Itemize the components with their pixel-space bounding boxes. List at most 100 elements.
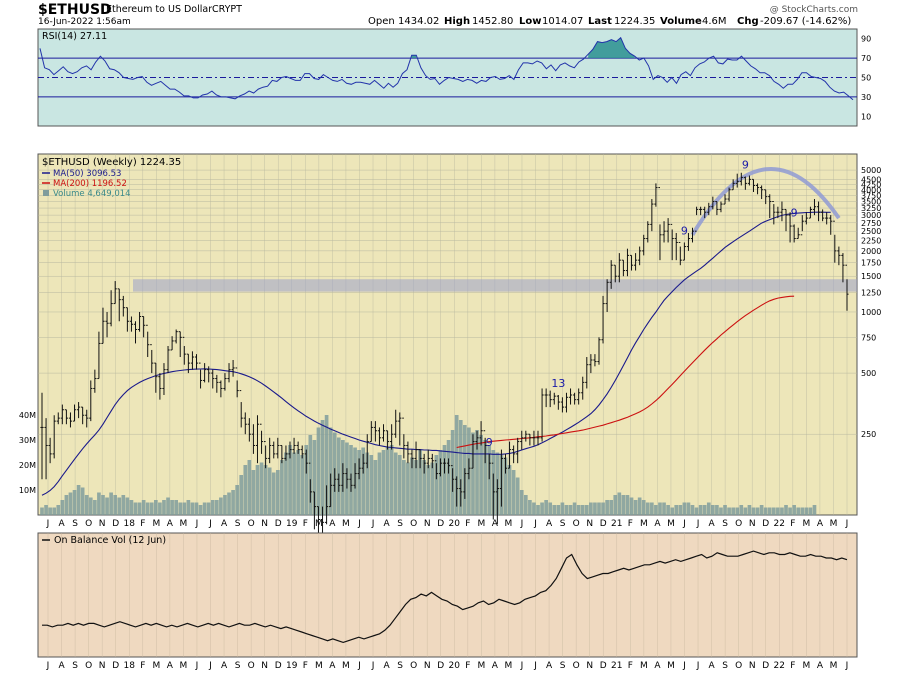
volume-bar: [275, 470, 280, 515]
volume-bar: [312, 440, 317, 515]
obv-background: [37, 532, 858, 658]
price-x-tick-label: N: [586, 519, 593, 529]
volume-bar: [637, 497, 642, 515]
volume-bar: [434, 455, 439, 515]
obv-x-tick-label: J: [208, 661, 212, 671]
volume-bar: [625, 495, 630, 515]
price-x-tick-label: 18: [124, 519, 136, 529]
price-x-tick-label: A: [329, 519, 336, 529]
volume-bar: [540, 502, 544, 515]
price-x-tick-label: F: [303, 519, 308, 529]
price-x-tick-label: S: [235, 519, 241, 529]
volume-bar: [178, 502, 183, 515]
volume-bar: [698, 505, 703, 515]
price-x-tick-label: D: [437, 519, 444, 529]
volume-bar: [430, 462, 435, 515]
volume-bar: [182, 502, 187, 515]
obv-x-tick-label: 20: [449, 661, 461, 671]
price-x-tick-label: M: [505, 519, 513, 529]
volume-bar: [259, 462, 264, 515]
volume-bar: [48, 507, 52, 515]
volume-bar: [446, 440, 451, 515]
price-x-tick-label: M: [315, 519, 323, 529]
volume-bar: [564, 505, 569, 515]
volume-label: Volume: [660, 16, 702, 27]
volume-bar: [117, 497, 122, 515]
volume-bar: [528, 500, 532, 515]
volume-bar: [438, 450, 443, 515]
volume-bar: [458, 420, 463, 515]
volume-bar: [284, 452, 288, 515]
volume-bar: [381, 450, 386, 515]
volume-bar: [808, 507, 813, 515]
price-legend-symbol: $ETHUSD (Weekly) 1224.35: [42, 157, 181, 168]
volume-bar: [796, 507, 801, 515]
volume-bar: [296, 450, 300, 515]
obv-line: [42, 550, 848, 644]
count-annotation: 13: [551, 377, 565, 390]
volume-bar: [162, 500, 166, 515]
volume-bar: [556, 505, 561, 515]
volume-bar: [511, 470, 516, 515]
volume-bar: [617, 492, 622, 515]
obv-x-tick-label: J: [533, 661, 537, 671]
obv-x-tick-label: A: [329, 661, 336, 671]
obv-x-tick-label: O: [573, 661, 580, 671]
ma50-legend: MA(50) 3096.53: [53, 169, 121, 179]
obv-x-tick-label: M: [640, 661, 648, 671]
volume-bar: [267, 467, 272, 515]
volume-tick-label: 20M: [19, 461, 36, 470]
price-x-tick-label: A: [58, 519, 65, 529]
volume-bar: [324, 415, 329, 515]
obv-x-tick-label: J: [682, 661, 686, 671]
volume-bar: [426, 465, 431, 515]
volume-bar: [40, 507, 44, 515]
obv-x-tick-label: M: [315, 661, 323, 671]
volume-bar: [593, 502, 597, 515]
price-tick-label: 4250: [861, 180, 881, 189]
obv-x-tick-label: J: [357, 661, 361, 671]
low-label: Low: [519, 16, 541, 27]
volume-bar: [475, 430, 479, 515]
price-x-tick-label: A: [383, 519, 390, 529]
volume-bar: [320, 420, 325, 515]
volume-bar: [576, 505, 581, 515]
volume-bar: [589, 502, 593, 515]
volume-bar: [621, 495, 626, 515]
chg-value: -209.67 (-14.62%): [760, 16, 851, 27]
obv-x-tick-label: N: [261, 661, 268, 671]
volume-bar: [605, 500, 609, 515]
count-annotation: 9: [681, 224, 688, 237]
obv-x-tick-label: F: [303, 661, 308, 671]
volume-bar: [536, 505, 540, 515]
volume-bar: [532, 502, 536, 515]
price-x-tick-label: O: [410, 519, 417, 529]
obv-x-tick-label: F: [140, 661, 145, 671]
price-x-tick-label: D: [112, 519, 119, 529]
price-tick-label: 2250: [861, 236, 881, 245]
obv-x-tick-label: 18: [124, 661, 136, 671]
volume-bar: [397, 455, 402, 515]
volume-bar: [584, 505, 589, 515]
price-x-tick-label: A: [492, 519, 499, 529]
price-x-tick-label: 20: [449, 519, 461, 529]
volume-bar: [751, 507, 756, 515]
price-x-tick-label: M: [180, 519, 188, 529]
volume-bar: [113, 495, 118, 515]
obv-x-tick-label: M: [180, 661, 188, 671]
volume-bar: [711, 505, 715, 515]
volume-bar: [377, 452, 382, 515]
volume-bar: [418, 450, 422, 515]
obv-x-tick-label: A: [221, 661, 228, 671]
price-x-tick-label: M: [640, 519, 648, 529]
price-x-tick-label: J: [371, 519, 375, 529]
volume-bar: [580, 505, 585, 515]
low-value: 1014.07: [542, 16, 583, 27]
volume-bar: [149, 502, 154, 515]
volume-bar: [60, 500, 65, 515]
volume-bar: [304, 445, 309, 515]
volume-bar: [251, 470, 256, 515]
price-tick-label: 2000: [861, 247, 881, 256]
volume-bar: [52, 507, 57, 515]
